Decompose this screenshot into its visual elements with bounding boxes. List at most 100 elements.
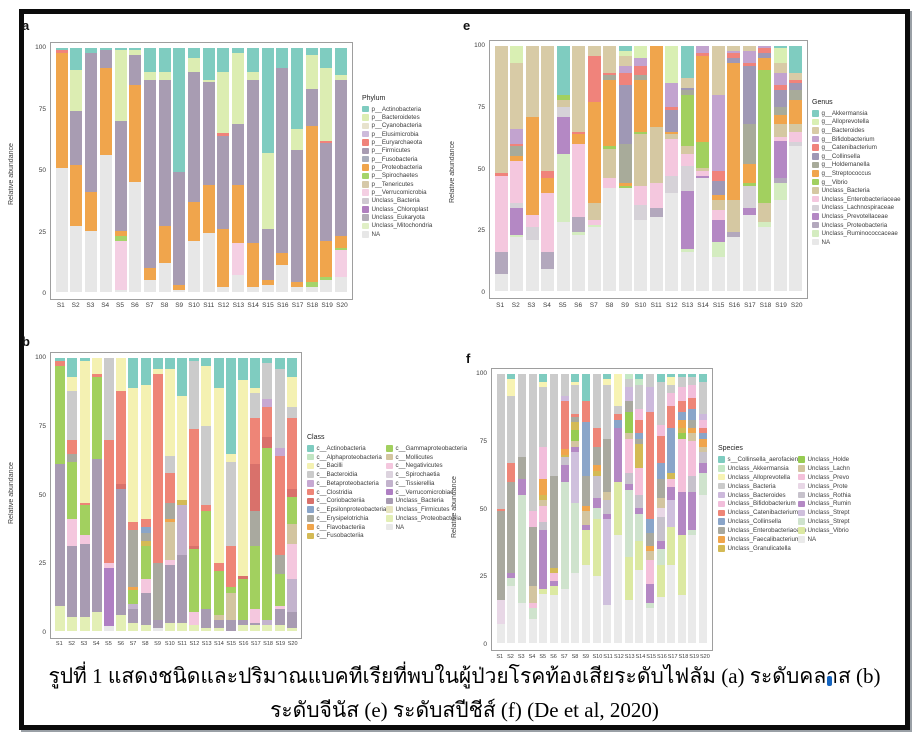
bar-segment [225, 461, 236, 547]
bar-segment [592, 508, 601, 520]
x-tick-label: S10 [592, 654, 603, 660]
bar-segment [742, 163, 756, 184]
bar-segment [572, 234, 586, 291]
bar-b-S17 [250, 358, 261, 631]
bar-segment [592, 519, 601, 576]
bar-segment [789, 141, 803, 147]
bar-segment [789, 46, 803, 73]
legend-item: Unclass_Catenibacterium [718, 508, 798, 517]
legend-label: Unclass_Strept [807, 518, 850, 526]
bar-segment [225, 546, 236, 588]
legend-item: c__Fusobacteriia [307, 532, 387, 541]
bar-segment [560, 395, 569, 401]
x-tick-label: S20 [700, 654, 710, 660]
bar-segment [560, 457, 569, 466]
bar-b-S6 [116, 358, 127, 631]
bar-segment [262, 448, 273, 621]
bar-segment [624, 556, 633, 600]
legend-column-2: Unclass_Holde Unclass_Lachn Unclass_Prevo U… [798, 455, 904, 553]
bar-segment [758, 46, 772, 49]
bar-segment [85, 52, 98, 192]
bar-segment [525, 215, 539, 228]
bar-segment [262, 407, 273, 438]
legend-swatch [307, 515, 314, 522]
x-tick-label: S19 [775, 302, 787, 309]
legend-label: p__Fusobacteria [371, 155, 418, 163]
bar-a-S9 [173, 48, 186, 292]
x-tick-label: S11 [177, 641, 187, 647]
x-tick-label: S12 [614, 654, 624, 660]
bar-segment [276, 67, 289, 253]
legend-label: NA [395, 523, 405, 531]
bar-segment [571, 374, 580, 383]
bar-segment [711, 180, 725, 196]
bar-segment [758, 202, 772, 223]
bar-segment [549, 594, 558, 643]
bar-segment [618, 185, 632, 189]
legend-swatch [812, 161, 819, 169]
bar-segment [525, 227, 539, 240]
legend-item: p__Bacteroidetes [362, 113, 442, 121]
y-tick-label: 0 [42, 629, 46, 636]
bar-segment [320, 279, 333, 292]
legend-item: p__Tenericutes [362, 180, 442, 188]
x-tick-label: S14 [214, 641, 224, 647]
bar-segment [539, 374, 548, 383]
bar-segment [696, 55, 710, 142]
legend-title-f: Species [718, 445, 743, 452]
legend-item: p__Elusimicrobia [362, 130, 442, 138]
legend-swatch [812, 118, 819, 126]
bar-segment [592, 497, 601, 509]
bar-segment [128, 388, 139, 522]
bar-segment [67, 439, 78, 454]
legend-label: Unclass_Chloroplast [371, 205, 429, 213]
bar-segment [592, 446, 601, 466]
legend-swatch [362, 172, 369, 180]
bar-segment [699, 414, 708, 420]
legend-label: p__Euryarchaeota [371, 139, 423, 147]
bar-f-S11 [603, 374, 612, 643]
x-tick-label: S15 [226, 641, 237, 647]
bar-segment [635, 443, 644, 469]
bar-segment [618, 46, 632, 51]
bar-segment [677, 438, 686, 493]
legend-item: Unclass_Strept [798, 517, 904, 526]
bar-segment [67, 617, 78, 631]
bar-segment [699, 374, 708, 383]
bar-segment [581, 524, 590, 530]
bar-segment [665, 134, 679, 140]
legend-label: c__Coriobacteriia [316, 497, 365, 505]
bar-segment [667, 406, 676, 428]
bar-segment [560, 465, 569, 482]
bar-segment [727, 237, 741, 291]
bar-a-S7 [143, 48, 156, 292]
bar-segment [91, 611, 102, 631]
legend-swatch [362, 222, 369, 230]
bar-segment [699, 427, 708, 434]
x-tick-label: S17 [744, 302, 756, 309]
bar-segment [164, 472, 175, 503]
legend-column-1: c__Actinobacteria c__Alphaproteobacteria c… [307, 444, 387, 540]
bar-segment [79, 358, 90, 361]
bar-segment [320, 240, 333, 278]
bar-segment [773, 114, 787, 125]
bar-b-S1 [55, 358, 66, 631]
bar-segment [603, 500, 612, 514]
bar-segment [711, 241, 725, 257]
bar-segment [55, 464, 66, 607]
bar-segment [55, 358, 66, 361]
legend-label: s__Collinsella_aerofaciens [727, 455, 802, 463]
bar-segment [667, 527, 676, 565]
bar-segment [99, 48, 112, 51]
legend-swatch [718, 536, 725, 543]
legend-item: p__Cyanobacteria [362, 122, 442, 130]
y-tick-label: 100 [474, 42, 485, 49]
bar-segment [262, 625, 273, 631]
bar-a-S11 [202, 48, 215, 292]
bar-segment [618, 85, 632, 144]
bar-b-S20 [286, 358, 297, 631]
bar-segment [70, 111, 83, 166]
bar-b-S11 [177, 358, 188, 631]
legend-label: Unclass_Holde [807, 455, 850, 463]
legend-swatch [798, 536, 805, 543]
